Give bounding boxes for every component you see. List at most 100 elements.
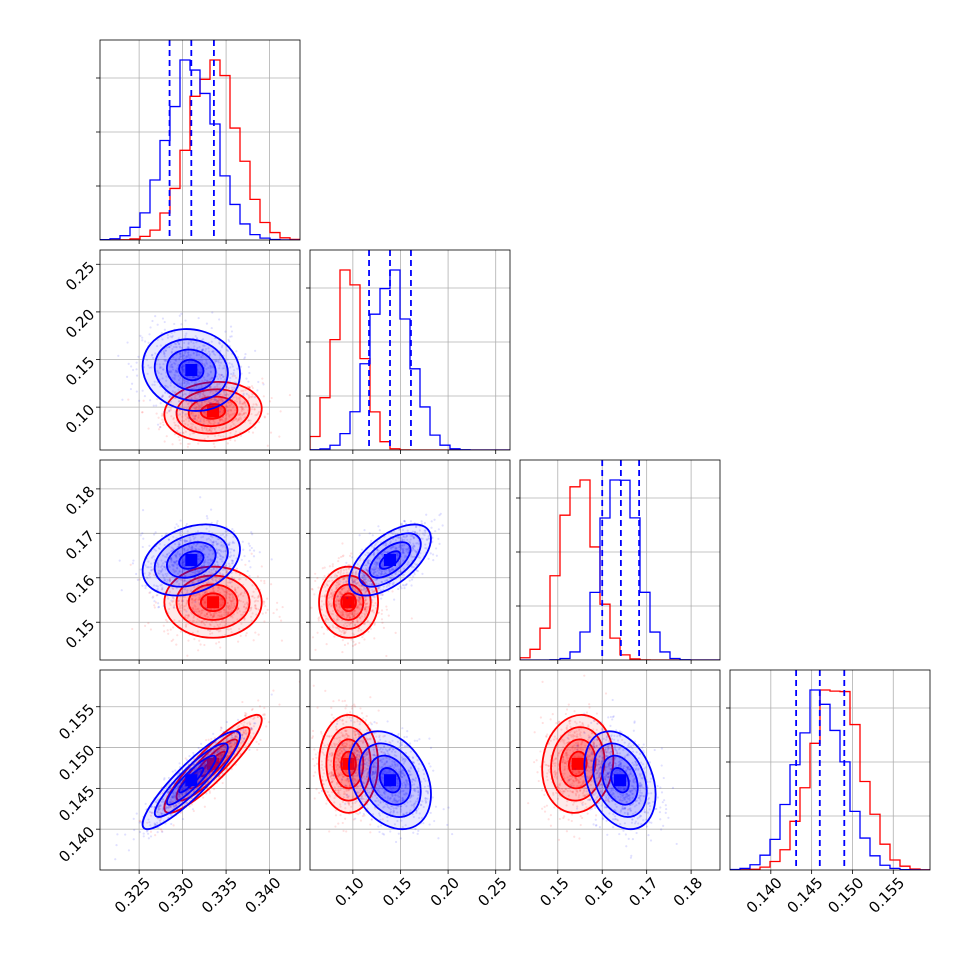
- scatter-point: [160, 534, 164, 538]
- scatter-point: [226, 405, 229, 409]
- scatter-point: [198, 566, 201, 569]
- scatter-point: [240, 405, 243, 408]
- scatter-point: [380, 580, 384, 584]
- scatter-point: [267, 720, 271, 724]
- scatter-point: [407, 561, 410, 564]
- scatter-point: [180, 312, 183, 315]
- scatter-point: [157, 546, 160, 550]
- scatter-point: [204, 400, 207, 403]
- scatter-point: [348, 604, 352, 608]
- scatter-point: [185, 572, 188, 575]
- scatter-point: [201, 379, 204, 383]
- scatter-point: [160, 559, 163, 562]
- scatter-point: [211, 311, 214, 314]
- scatter-point: [185, 418, 188, 421]
- scatter-point: [363, 575, 366, 578]
- scatter-point: [200, 566, 203, 569]
- scatter-point: [239, 417, 243, 421]
- scatter-point: [208, 530, 211, 533]
- scatter-point: [227, 393, 230, 396]
- scatter-point: [199, 614, 202, 617]
- scatter-point: [236, 367, 239, 370]
- scatter-point: [175, 566, 179, 570]
- scatter-point: [190, 425, 193, 428]
- scatter-point: [220, 613, 223, 617]
- scatter-point: [204, 614, 207, 618]
- scatter-point: [254, 414, 257, 417]
- scatter-point: [199, 643, 202, 646]
- scatter-point: [162, 624, 165, 627]
- scatter-point: [208, 403, 211, 406]
- scatter-point: [227, 410, 230, 413]
- scatter-point: [198, 567, 201, 570]
- scatter-point: [402, 552, 405, 555]
- scatter-point: [170, 364, 173, 367]
- scatter-point: [233, 743, 236, 746]
- scatter-point: [253, 717, 256, 720]
- scatter-point: [201, 338, 205, 341]
- scatter-point: [197, 547, 200, 551]
- scatter-point: [346, 642, 350, 645]
- scatter-point: [178, 795, 181, 798]
- scatter-point: [159, 807, 162, 811]
- scatter-point: [358, 601, 361, 604]
- scatter-point: [202, 418, 205, 421]
- scatter-point: [218, 578, 221, 581]
- scatter-point: [127, 362, 130, 365]
- scatter-point: [168, 577, 171, 580]
- scatter-point: [159, 426, 162, 429]
- scatter-point: [202, 348, 205, 351]
- scatter-point: [161, 338, 164, 341]
- scatter-point: [354, 581, 357, 584]
- scatter-point: [402, 551, 405, 554]
- scatter-point: [197, 598, 200, 601]
- scatter-point: [222, 574, 225, 577]
- scatter-point: [159, 811, 162, 814]
- scatter-point: [332, 617, 335, 620]
- scatter-point: [421, 537, 424, 540]
- scatter-point: [391, 568, 394, 571]
- scatter-point: [178, 582, 181, 586]
- scatter-point: [256, 715, 259, 718]
- scatter-point: [339, 595, 342, 598]
- scatter-point: [337, 610, 340, 613]
- scatter-point: [327, 596, 330, 600]
- scatter-point: [184, 574, 187, 578]
- scatter-point: [441, 524, 444, 527]
- scatter-point: [157, 565, 160, 568]
- scatter-point: [179, 431, 182, 435]
- scatter-point: [178, 352, 181, 356]
- scatter-point: [160, 331, 163, 335]
- scatter-point: [341, 614, 344, 617]
- scatter-point: [175, 804, 178, 807]
- scatter-point: [254, 606, 257, 610]
- scatter-point: [197, 415, 200, 418]
- scatter-point: [229, 335, 232, 338]
- scatter-point: [266, 444, 269, 447]
- scatter-point: [341, 555, 344, 558]
- scatter-point: [366, 587, 369, 591]
- scatter-point: [364, 553, 367, 556]
- scatter-point: [322, 603, 325, 606]
- scatter-point: [169, 603, 172, 607]
- scatter-point: [337, 627, 341, 631]
- scatter-point: [239, 593, 242, 596]
- scatter-point: [244, 563, 247, 566]
- scatter-point: [245, 745, 248, 748]
- scatter-point: [222, 601, 225, 604]
- scatter-point: [190, 340, 193, 343]
- scatter-point: [384, 572, 387, 575]
- scatter-point: [337, 618, 340, 621]
- scatter-point: [233, 598, 236, 601]
- scatter-point: [397, 536, 400, 540]
- scatter-point: [188, 540, 191, 543]
- scatter-point: [415, 563, 418, 567]
- scatter-point: [182, 364, 185, 367]
- scatter-point: [226, 349, 230, 353]
- scatter-point: [210, 737, 213, 741]
- scatter-point: [180, 367, 183, 370]
- scatter-point: [358, 559, 362, 562]
- scatter-point: [365, 581, 368, 584]
- scatter-point: [357, 605, 360, 608]
- scatter-point: [198, 346, 201, 349]
